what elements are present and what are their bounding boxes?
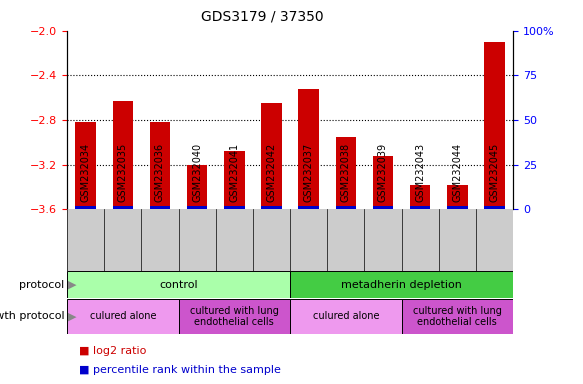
- Text: ▶: ▶: [68, 280, 77, 290]
- Bar: [447, 206, 468, 209]
- Text: GDS3179 / 37350: GDS3179 / 37350: [201, 10, 324, 23]
- Bar: [290, 299, 402, 334]
- Bar: [67, 271, 290, 298]
- Text: growth protocol: growth protocol: [0, 311, 64, 321]
- Bar: [336, 206, 356, 209]
- Bar: [178, 299, 290, 334]
- Bar: [402, 299, 513, 334]
- Text: cultured with lung
endothelial cells: cultured with lung endothelial cells: [413, 306, 502, 327]
- Bar: [150, 206, 170, 209]
- Text: ■ log2 ratio: ■ log2 ratio: [79, 346, 146, 356]
- Text: protocol: protocol: [19, 280, 64, 290]
- Bar: [336, 137, 356, 209]
- Text: control: control: [159, 280, 198, 290]
- Bar: [224, 206, 244, 209]
- Bar: [75, 206, 96, 209]
- Text: culured alone: culured alone: [312, 311, 379, 321]
- Bar: [410, 185, 430, 209]
- Bar: [298, 89, 319, 209]
- Bar: [150, 122, 170, 209]
- Bar: [187, 165, 208, 209]
- Bar: [373, 206, 393, 209]
- Text: metadherin depletion: metadherin depletion: [341, 280, 462, 290]
- Bar: [298, 206, 319, 209]
- Bar: [447, 185, 468, 209]
- Bar: [224, 151, 244, 209]
- Text: culured alone: culured alone: [90, 311, 156, 321]
- Text: cultured with lung
endothelial cells: cultured with lung endothelial cells: [190, 306, 279, 327]
- Bar: [484, 42, 505, 209]
- Bar: [113, 101, 133, 209]
- Bar: [410, 206, 430, 209]
- Bar: [290, 271, 513, 298]
- Bar: [261, 103, 282, 209]
- Bar: [261, 206, 282, 209]
- Bar: [113, 206, 133, 209]
- Bar: [67, 299, 178, 334]
- Bar: [75, 122, 96, 209]
- Text: ■ percentile rank within the sample: ■ percentile rank within the sample: [79, 365, 280, 375]
- Bar: [373, 156, 393, 209]
- Text: ▶: ▶: [68, 311, 77, 321]
- Bar: [187, 206, 208, 209]
- Bar: [484, 206, 505, 209]
